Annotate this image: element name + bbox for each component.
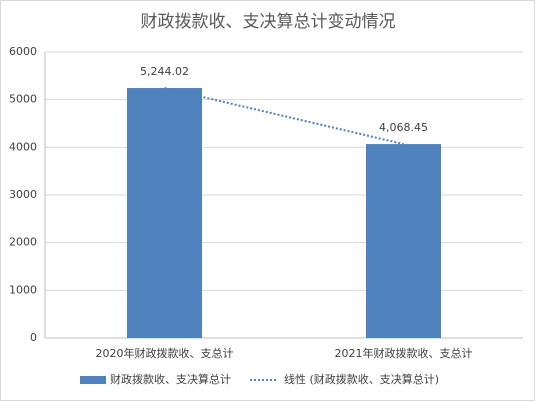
y-tick-label: 1000 — [9, 283, 37, 296]
data-label: 5,244.02 — [140, 65, 189, 78]
data-label: 4,068.45 — [379, 121, 428, 134]
chart-title: 财政拨款收、支决算总计变动情况 — [141, 12, 396, 32]
bar — [366, 144, 441, 338]
y-tick-label: 3000 — [9, 188, 37, 201]
y-tick-label: 6000 — [9, 45, 37, 58]
legend-label: 线性 (财政拨款收、支决算总计) — [284, 372, 439, 386]
legend-label: 财政拨款收、支决算总计 — [110, 372, 231, 386]
y-tick-label: 4000 — [9, 140, 37, 153]
bar — [127, 88, 202, 338]
trendline — [164, 87, 404, 146]
y-tick-label: 0 — [30, 331, 37, 344]
x-tick-label: 2020年财政拨款收、支总计 — [96, 346, 234, 360]
x-tick-label: 2021年财政拨款收、支总计 — [335, 346, 473, 360]
y-tick-label: 2000 — [9, 236, 37, 249]
legend-swatch — [80, 376, 106, 384]
y-tick-label: 5000 — [9, 93, 37, 106]
